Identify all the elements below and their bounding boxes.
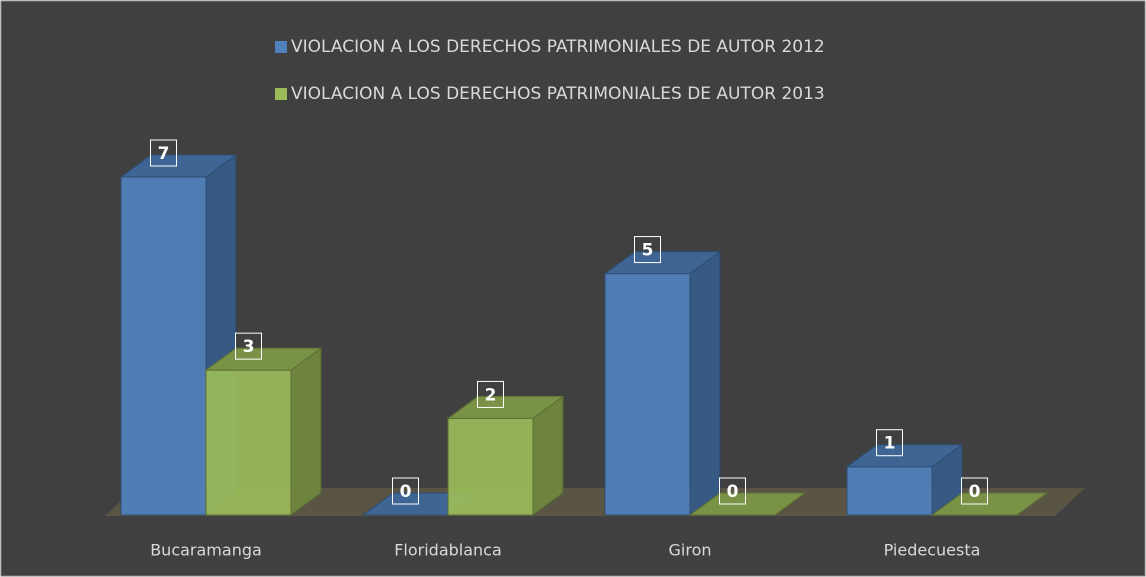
legend-swatch [275,88,287,100]
value-label: 1 [884,434,896,454]
floor [105,488,1085,516]
value-label-box [235,332,262,360]
bar [930,492,1049,516]
bar-front [846,466,933,516]
bar [446,395,565,516]
value-label: 0 [727,482,739,502]
bar [845,443,964,516]
value-label-box [876,429,903,457]
value-label: 7 [158,144,170,164]
bar-top [603,251,722,275]
bar-front [205,369,292,516]
value-label-box [477,380,504,408]
bar-front [604,273,691,516]
x-tick-label: Bucaramanga [150,541,262,560]
bar [603,250,722,516]
value-label-box [961,477,988,505]
bar-front [120,176,207,516]
value-label: 2 [485,385,497,405]
legend-swatch [275,41,287,53]
bar-top [930,492,1049,516]
bar-top [688,492,807,516]
x-tick-label: Giron [669,541,712,560]
value-label: 0 [400,482,412,502]
value-label-box [392,477,419,505]
bar [204,347,323,516]
bar-top [204,347,323,371]
value-label: 0 [969,482,981,502]
bar-top [845,444,964,468]
bar-front [447,417,534,516]
legend-text: VIOLACION A LOS DERECHOS PATRIMONIALES D… [291,37,825,57]
value-label-box [719,477,746,505]
value-label-box [634,236,661,264]
value-label: 3 [243,337,255,357]
bar [119,154,238,516]
bar-side [689,250,721,516]
x-tick-label: Piedecuesta [884,541,981,560]
x-tick-label: Floridablanca [394,541,502,560]
bar-side [290,347,322,516]
bar [688,492,807,516]
bar-top [446,395,565,419]
legend-text: VIOLACION A LOS DERECHOS PATRIMONIALES D… [291,84,825,104]
bar-top [119,154,238,178]
value-label: 5 [642,241,654,261]
value-label-box [150,139,177,167]
